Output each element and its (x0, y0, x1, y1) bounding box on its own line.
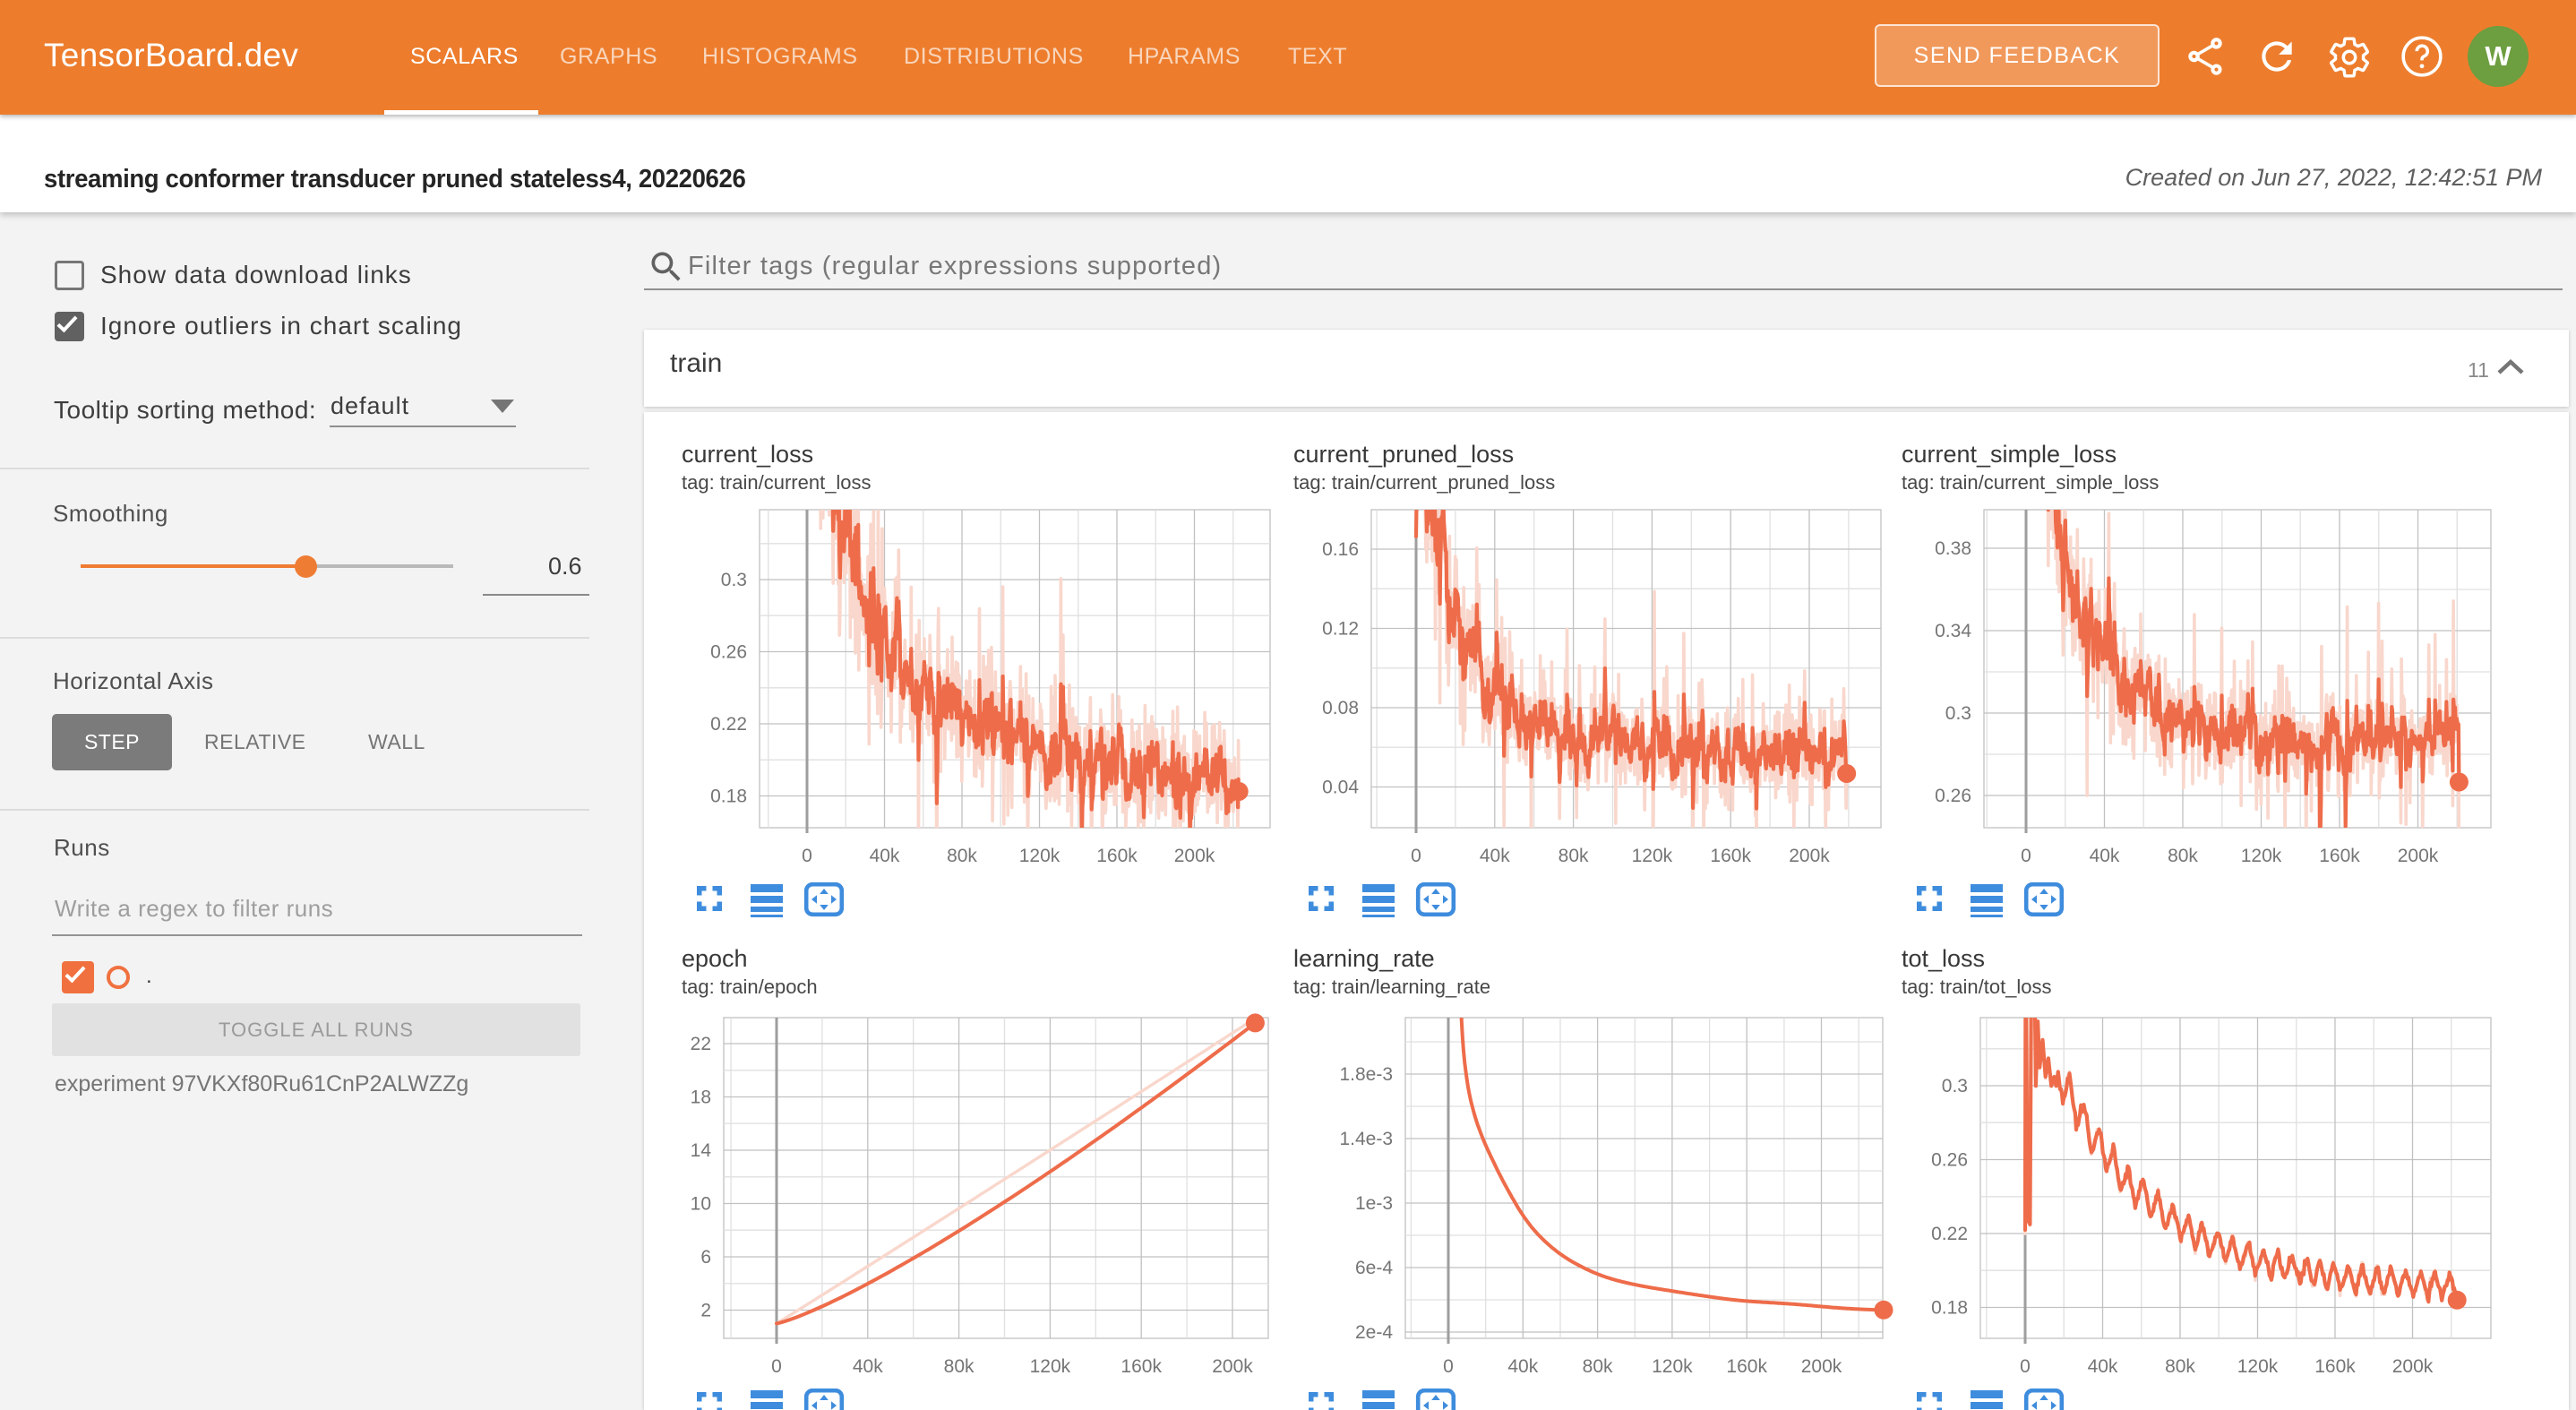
svg-text:120k: 120k (1030, 1356, 1071, 1377)
svg-text:14: 14 (691, 1140, 712, 1161)
svg-text:0.3: 0.3 (721, 570, 747, 590)
svg-text:0.04: 0.04 (1322, 778, 1359, 798)
svg-text:80k: 80k (2168, 846, 2198, 866)
svg-text:200k: 200k (2392, 1356, 2434, 1377)
svg-text:40k: 40k (2088, 1356, 2118, 1377)
svg-text:160k: 160k (1121, 1356, 1162, 1377)
svg-text:0.3: 0.3 (1942, 1076, 1968, 1096)
svg-text:0.38: 0.38 (1935, 538, 1971, 559)
svg-text:18: 18 (691, 1088, 711, 1108)
svg-text:40k: 40k (1507, 1356, 1538, 1377)
svg-text:160k: 160k (1096, 846, 1138, 866)
svg-text:160k: 160k (1726, 1356, 1767, 1377)
svg-text:80k: 80k (1558, 846, 1589, 866)
svg-text:0: 0 (1443, 1356, 1454, 1377)
svg-text:0.26: 0.26 (1935, 786, 1971, 806)
svg-text:0.26: 0.26 (1931, 1150, 1968, 1171)
svg-text:40k: 40k (2090, 846, 2120, 866)
svg-text:1.4e-3: 1.4e-3 (1339, 1129, 1393, 1149)
svg-text:1.8e-3: 1.8e-3 (1339, 1064, 1393, 1085)
svg-text:0.08: 0.08 (1322, 698, 1359, 718)
svg-text:200k: 200k (1789, 846, 1830, 866)
svg-text:0.22: 0.22 (1931, 1224, 1968, 1244)
svg-text:120k: 120k (1019, 846, 1060, 866)
svg-text:40k: 40k (1480, 846, 1510, 866)
svg-text:0: 0 (771, 1356, 782, 1377)
svg-text:10: 10 (691, 1194, 711, 1215)
svg-text:200k: 200k (1212, 1356, 1253, 1377)
svg-text:80k: 80k (1583, 1356, 1613, 1377)
svg-text:0: 0 (2020, 1356, 2031, 1377)
svg-text:80k: 80k (2165, 1356, 2195, 1377)
svg-text:160k: 160k (2319, 846, 2360, 866)
svg-text:22: 22 (691, 1034, 711, 1054)
svg-text:200k: 200k (1801, 1356, 1842, 1377)
svg-text:2: 2 (700, 1301, 711, 1321)
svg-text:120k: 120k (1632, 846, 1673, 866)
svg-text:80k: 80k (947, 846, 977, 866)
svg-text:2e-4: 2e-4 (1355, 1322, 1393, 1343)
svg-text:160k: 160k (2314, 1356, 2356, 1377)
svg-text:120k: 120k (2237, 1356, 2279, 1377)
svg-text:0.26: 0.26 (710, 642, 747, 663)
svg-text:120k: 120k (2241, 846, 2282, 866)
svg-text:0.3: 0.3 (1945, 703, 1971, 724)
svg-text:0.18: 0.18 (1931, 1298, 1968, 1319)
svg-text:0.18: 0.18 (710, 787, 747, 807)
svg-text:40k: 40k (870, 846, 900, 866)
svg-text:0.34: 0.34 (1935, 621, 1971, 641)
svg-text:0.16: 0.16 (1322, 539, 1359, 560)
svg-text:80k: 80k (944, 1356, 975, 1377)
svg-text:0.12: 0.12 (1322, 619, 1359, 640)
svg-text:200k: 200k (1174, 846, 1215, 866)
svg-text:120k: 120k (1652, 1356, 1693, 1377)
svg-text:200k: 200k (2398, 846, 2439, 866)
svg-text:0: 0 (1411, 846, 1421, 866)
svg-text:1e-3: 1e-3 (1355, 1193, 1393, 1214)
svg-text:0: 0 (802, 846, 812, 866)
svg-text:40k: 40k (853, 1356, 883, 1377)
svg-text:160k: 160k (1710, 846, 1751, 866)
svg-text:0.22: 0.22 (710, 714, 747, 735)
svg-text:0: 0 (2021, 846, 2031, 866)
svg-text:6: 6 (700, 1247, 711, 1268)
svg-text:6e-4: 6e-4 (1355, 1258, 1393, 1278)
